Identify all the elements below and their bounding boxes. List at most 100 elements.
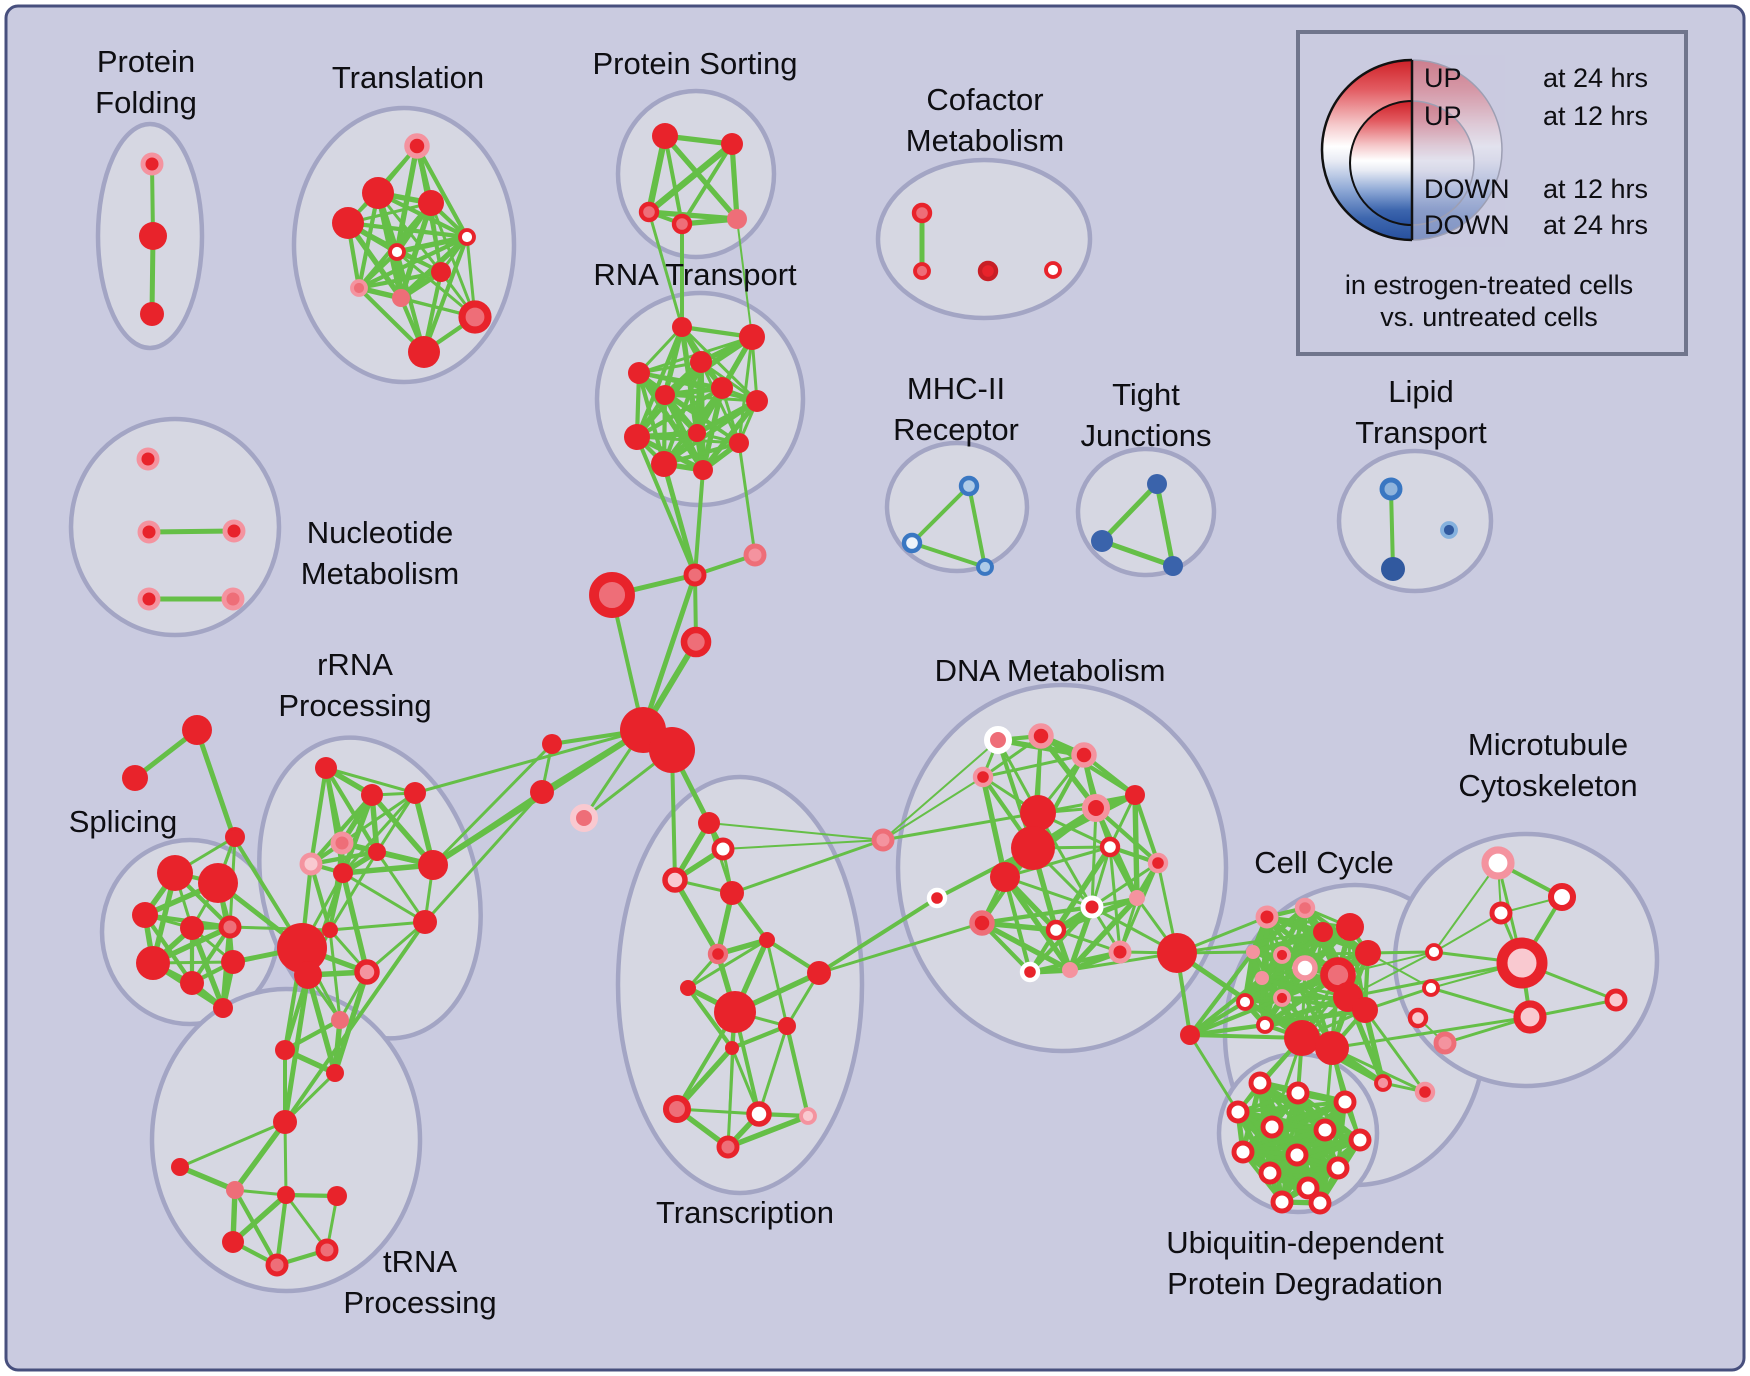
- cluster-label-tight-junctions: Junctions: [1081, 418, 1212, 453]
- network-edge: [1003, 845, 1112, 879]
- network-node-TN8: [265, 1253, 289, 1277]
- network-edge: [332, 969, 370, 1076]
- network-edge: [1187, 999, 1248, 1038]
- network-edge: [1099, 538, 1176, 569]
- network-node-T8: [350, 279, 368, 297]
- network-edge: [323, 765, 380, 855]
- network-node-M9: [1407, 1007, 1429, 1029]
- network-edge: [178, 1120, 287, 1169]
- network-node-U8: [1231, 1140, 1255, 1164]
- network-edge: [146, 528, 237, 535]
- network-node-CC23: [1414, 1081, 1436, 1103]
- network-edge: [910, 484, 971, 545]
- network-node-D11: [1147, 852, 1169, 874]
- network-edge: [1330, 1046, 1427, 1094]
- network-node-X2: [711, 837, 735, 861]
- network-edge: [345, 220, 470, 240]
- cluster-ellipse-mhc-ii-receptor: [884, 440, 1030, 574]
- network-node-CC4: [1336, 913, 1364, 941]
- network-node-RR6: [354, 959, 380, 985]
- cluster-ellipse-nucleotide-metabolism: [68, 416, 282, 638]
- cluster-label-rrna-processing: Processing: [278, 688, 431, 723]
- network-edge: [736, 218, 753, 338]
- network-node-U1: [1248, 1071, 1272, 1095]
- network-node-TN5: [327, 1186, 347, 1206]
- network-edge: [967, 484, 987, 569]
- network-node-CF1: [911, 202, 933, 224]
- network-edge: [423, 790, 544, 924]
- network-node-U5: [1260, 1115, 1284, 1139]
- network-node-R2: [739, 324, 765, 350]
- network-node-TJ2: [1091, 530, 1113, 552]
- network-edge: [282, 972, 311, 1125]
- network-edge: [341, 871, 427, 924]
- network-edge: [324, 766, 417, 795]
- network-edge: [283, 920, 427, 1124]
- network-edge: [979, 920, 1073, 973]
- cluster-label-protein-folding: Folding: [95, 85, 197, 120]
- network-edge: [663, 393, 759, 403]
- network-node-U13: [1270, 1190, 1294, 1214]
- network-node-PS2: [721, 133, 743, 155]
- network-edge: [881, 811, 1040, 842]
- network-node-U9: [1285, 1143, 1309, 1167]
- cluster-label-cofactor-metabolism: Metabolism: [906, 123, 1065, 158]
- network-edge: [1363, 1008, 1427, 1094]
- network-node-B4: [680, 626, 712, 658]
- network-edge: [662, 133, 740, 222]
- network-edge: [369, 792, 436, 868]
- cluster-label-rna-transport: RNA Transport: [593, 257, 797, 292]
- network-node-U4: [1226, 1100, 1250, 1124]
- cluster-label-mhc-ii-receptor: MHC-II: [907, 371, 1005, 406]
- network-node-MH1: [958, 475, 980, 497]
- network-node-H6: [569, 803, 599, 833]
- network-node-S5: [218, 915, 242, 939]
- network-node-CC12: [1236, 993, 1254, 1011]
- network-node-R10: [729, 433, 749, 453]
- network-node-CF3: [977, 260, 999, 282]
- network-edge: [328, 850, 379, 932]
- network-node-RR2: [333, 863, 353, 883]
- network-node-RR13: [404, 782, 426, 804]
- network-edge: [640, 572, 698, 733]
- network-edge: [661, 461, 698, 578]
- network-edge: [1090, 806, 1098, 909]
- cluster-labels-layer: Protein Folding Translation Protein Sorting…: [69, 44, 1638, 1320]
- network-node-X11: [725, 1041, 739, 1055]
- network-edge: [395, 250, 477, 319]
- network-node-PS3: [638, 201, 660, 223]
- network-node-CC14: [1352, 997, 1378, 1023]
- network-edge: [274, 1192, 289, 1268]
- network-node-R12: [693, 460, 713, 480]
- network-node-N3: [222, 519, 246, 543]
- network-edge: [1187, 1022, 1268, 1038]
- network-node-BD1: [871, 828, 895, 852]
- cluster-label-nucleotide-metabolism: Metabolism: [301, 556, 460, 591]
- network-edge: [340, 792, 375, 876]
- network-edge: [784, 1023, 811, 1119]
- network-node-TN6: [222, 1231, 244, 1253]
- network-edge: [1346, 961, 1524, 999]
- network-edge: [1108, 845, 1122, 954]
- network-edge: [421, 234, 470, 355]
- network-edge: [979, 904, 1095, 926]
- network-edge: [230, 1192, 289, 1245]
- network-edge: [414, 143, 470, 240]
- network-node-T7: [431, 262, 451, 282]
- network-node-X5: [759, 932, 775, 948]
- network-edge: [340, 870, 370, 975]
- network-node-X3: [662, 867, 688, 893]
- network-node-MH3: [976, 558, 994, 576]
- network-node-CC7: [1273, 946, 1291, 964]
- network-node-X12: [662, 1094, 692, 1124]
- network-edge: [663, 134, 684, 226]
- cluster-label-cell-cycle: Cell Cycle: [1254, 845, 1394, 880]
- network-node-D3: [1071, 742, 1097, 768]
- cluster-label-rrna-processing: rRNA: [317, 647, 393, 682]
- network-node-RR15: [418, 850, 448, 880]
- network-node-R5: [711, 377, 733, 399]
- legend: UP at 24 hrs UP at 12 hrs DOWN at 12 hrs…: [1296, 30, 1688, 356]
- legend-row-time: at 24 hrs: [1543, 210, 1648, 240]
- network-edge: [737, 441, 757, 557]
